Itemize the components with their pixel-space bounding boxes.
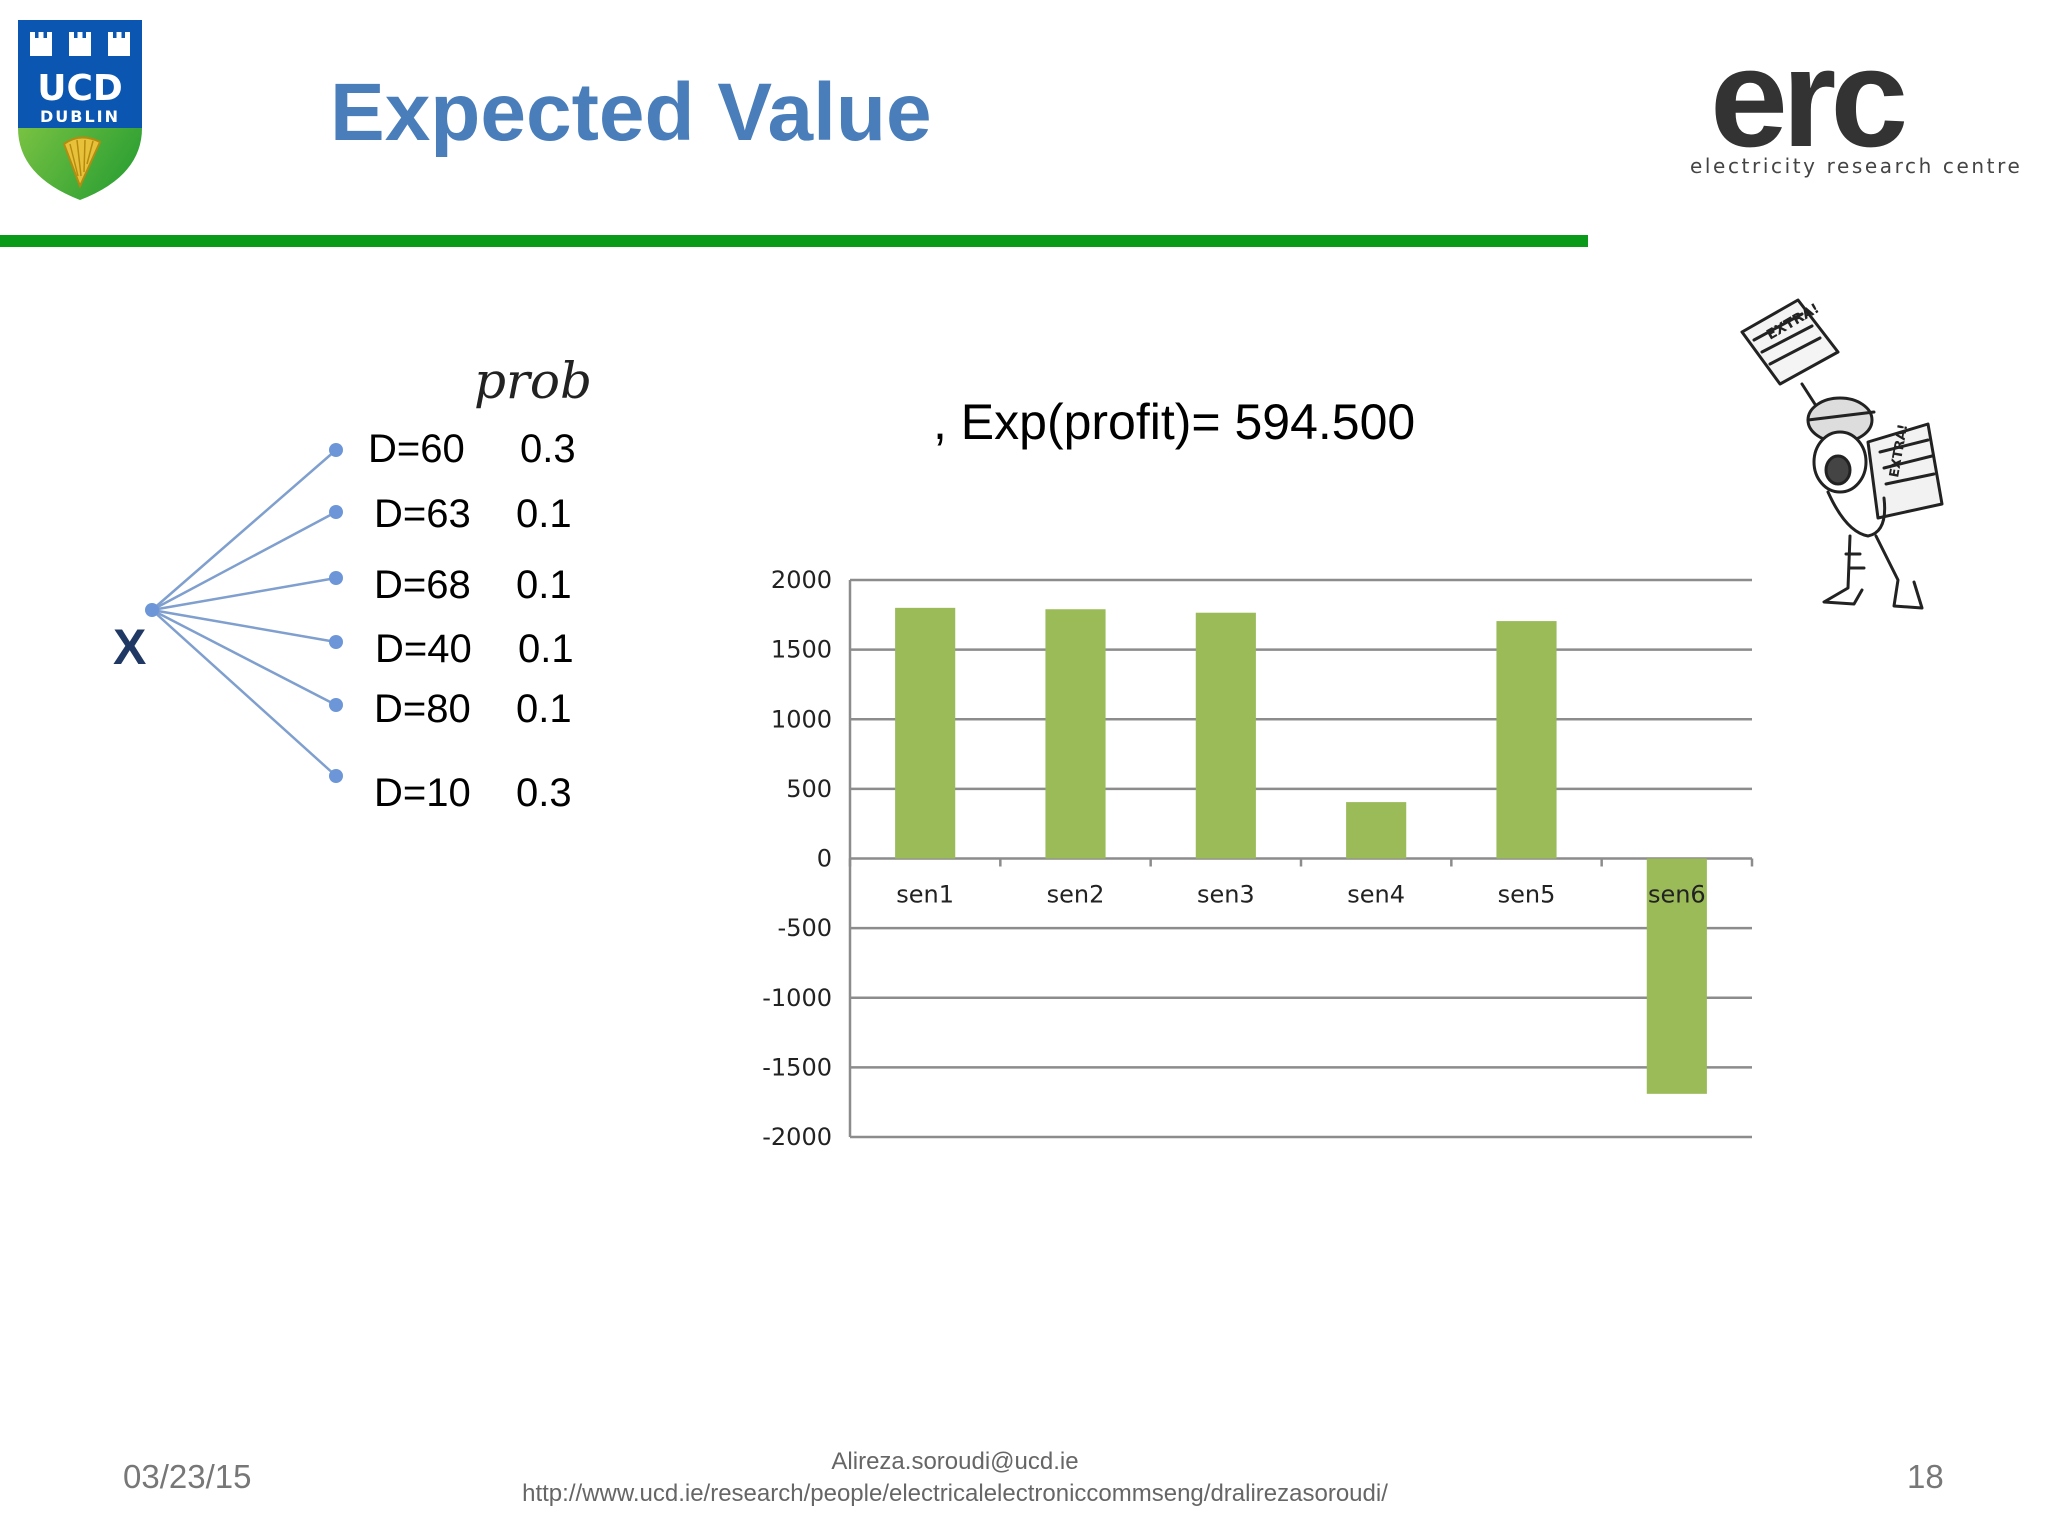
- branch-demand: D=63: [374, 492, 471, 536]
- y-tick-label: -500: [778, 914, 832, 942]
- expected-profit-text: , Exp(profit)= 594.500: [933, 394, 1416, 450]
- ucd-logo-sub: DUBLIN: [40, 107, 120, 126]
- x-tick-label: sen5: [1498, 881, 1556, 909]
- tree-root-label: X: [113, 619, 147, 675]
- branch-prob: 0.3: [516, 771, 572, 815]
- tree-leaf-node: [329, 505, 343, 519]
- newsboy-illustration: EXTRA! EXTRA!: [1740, 298, 1944, 610]
- y-tick-label: 500: [786, 775, 832, 803]
- branch-prob: 0.1: [516, 687, 572, 731]
- bar-sen2: [1045, 609, 1106, 859]
- bar-sen5: [1496, 621, 1557, 859]
- bar-sen1: [895, 607, 956, 859]
- y-tick-label: 1500: [771, 636, 832, 664]
- prob-header: prob: [474, 352, 593, 410]
- tree-leaf-node: [329, 698, 343, 712]
- footer-url: http://www.ucd.ie/research/people/electr…: [522, 1480, 1388, 1507]
- ucd-logo: UCD DUBLIN: [18, 20, 142, 200]
- tree-leaf-node: [329, 443, 343, 457]
- footer-date: 03/23/15: [123, 1458, 252, 1495]
- tree-branch-line: [151, 576, 337, 612]
- y-tick-label: -1500: [762, 1053, 832, 1081]
- branch-demand: D=60: [368, 427, 465, 471]
- tree-leaf-node: [329, 769, 343, 783]
- tree-leaf-node: [329, 571, 343, 585]
- x-tick-label: sen3: [1197, 881, 1255, 909]
- branch-prob: 0.1: [516, 563, 572, 607]
- y-tick-label: 0: [817, 845, 832, 873]
- branch-demand: D=68: [374, 563, 471, 607]
- tree-branch-line: [151, 608, 337, 707]
- branch-prob: 0.1: [518, 627, 574, 671]
- x-tick-label: sen4: [1347, 881, 1405, 909]
- x-tick-label: sen2: [1047, 881, 1105, 909]
- y-tick-label: 1000: [771, 705, 832, 733]
- tree-branch-line: [151, 449, 337, 611]
- y-tick-label: -2000: [762, 1123, 832, 1151]
- y-tick-label: -1000: [762, 984, 832, 1012]
- x-tick-label: sen1: [896, 881, 954, 909]
- branch-demand: D=40: [375, 627, 472, 671]
- tree-branch-line: [151, 510, 337, 612]
- tree-branch-line: [151, 608, 337, 644]
- tree-root-node: [145, 603, 159, 617]
- bar-sen4: [1346, 802, 1407, 859]
- footer-email: Alireza.soroudi@ucd.ie: [831, 1448, 1079, 1475]
- ucd-logo-text: UCD: [37, 68, 123, 109]
- erc-logo-subtitle: electricity research centre: [1690, 154, 2023, 178]
- bar-sen3: [1195, 612, 1256, 859]
- y-tick-label: 2000: [771, 566, 832, 594]
- bar-sen6: [1646, 858, 1707, 1094]
- branch-demand: D=80: [374, 687, 471, 731]
- branch-demand: D=10: [374, 771, 471, 815]
- slide-title: Expected Value: [330, 67, 932, 158]
- branch-prob: 0.3: [520, 427, 576, 471]
- branch-prob: 0.1: [516, 492, 572, 536]
- tree-leaf-node: [329, 635, 343, 649]
- scenario-profit-chart: 2000 1500 1000 500 0 -500 -1000 -1500 -2000 sen1 s…: [762, 566, 1754, 1151]
- erc-logo: erc: [1710, 19, 1908, 176]
- x-tick-label: sen6: [1648, 881, 1706, 909]
- header-divider: [0, 235, 1588, 247]
- footer-page-number: 18: [1907, 1458, 1944, 1495]
- tree-branch-line: [151, 609, 337, 777]
